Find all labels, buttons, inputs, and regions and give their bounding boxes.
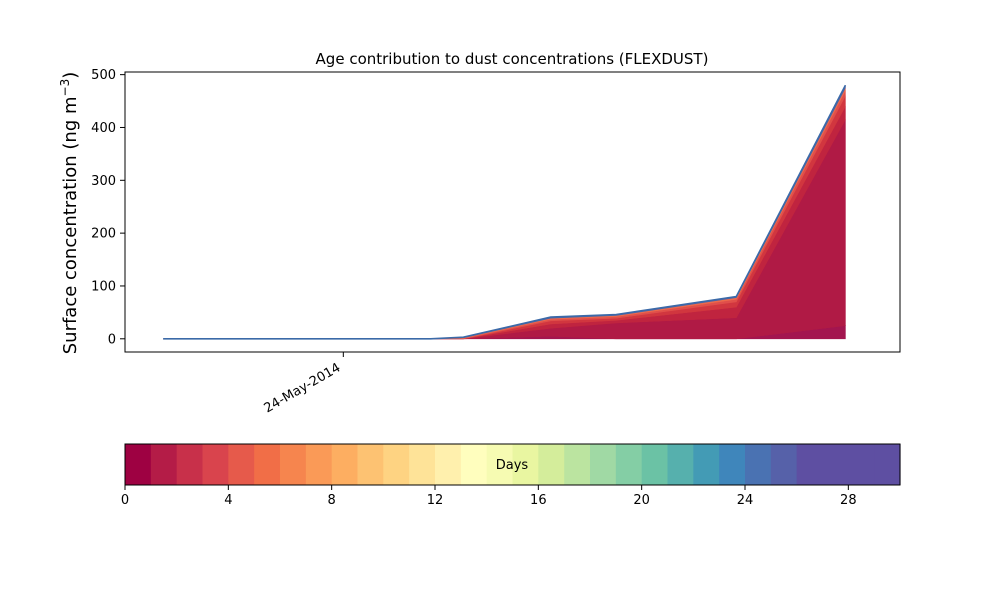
colorbar-cell [770,444,798,485]
colorbar-cell [383,444,410,485]
colorbar-cell [254,444,281,485]
colorbar-tick-label: 4 [224,493,232,508]
colorbar-cell [615,444,643,485]
colorbar-frame [124,443,901,486]
colorbar-cell [796,444,824,485]
colorbar-tick-label: 0 [121,493,129,508]
colorbar-cell [538,444,565,485]
colorbar-cell [667,444,694,485]
colorbar-cell [848,444,875,485]
x-axis-ticks: 24-May-2014 [262,352,344,416]
colorbar-cell [125,444,152,485]
colorbar-tick-label: 28 [840,493,857,508]
y-tick-label: 400 [91,121,116,136]
stack-area-2 [163,106,846,340]
colorbar-cell [745,444,772,485]
chart-title: Age contribution to dust concentrations … [316,50,709,68]
y-tick-label: 300 [91,174,116,189]
colorbar-tick-label: 8 [328,493,336,508]
colorbar-cells [125,444,901,485]
y-axis-label-unit: −3 [58,79,72,97]
colorbar-tick-label: 20 [633,493,650,508]
colorbar-cell [486,444,514,485]
colorbar-cell [202,444,229,485]
plot-frame [124,71,901,353]
y-axis-label-main: Surface concentration (ng m [60,96,81,354]
y-axis-ticks: 0 100 200 300 400 500 [91,68,125,347]
y-tick-label: 0 [108,332,116,347]
colorbar-cell [822,444,849,485]
colorbar-cell [512,444,539,485]
colorbar-cell [590,444,617,485]
plot-areas [163,85,846,340]
colorbar-cell [719,444,746,485]
x-tick-label: 24-May-2014 [262,360,344,416]
colorbar-cell [460,444,488,485]
y-tick-label: 200 [91,227,116,242]
colorbar-cell [564,444,591,485]
total-line [163,84,847,340]
colorbar-label: Days [496,458,529,473]
colorbar-tick-label: 16 [530,493,547,508]
colorbar-cell [305,444,333,485]
colorbar-cell [228,444,255,485]
plot-lines [163,84,847,340]
colorbar-ticks: 0 4 8 12 16 20 24 28 [121,485,857,508]
colorbar-cell [874,444,901,485]
colorbar-tick-label: 12 [427,493,444,508]
colorbar-cell [641,444,669,485]
colorbar-tick-label: 24 [737,493,754,508]
colorbar-cell [357,444,384,485]
y-tick-label: 500 [91,68,116,83]
y-axis-label: Surface concentration (ng m−3) [58,72,81,355]
colorbar-cell [331,444,359,485]
colorbar-cell [435,444,462,485]
colorbar-cell [176,444,204,485]
colorbar-cell [150,444,178,485]
y-tick-label: 100 [91,279,116,294]
colorbar-cell [280,444,307,485]
colorbar-cell [409,444,436,485]
colorbar-cell [693,444,720,485]
y-axis-label-close: ) [60,72,81,79]
